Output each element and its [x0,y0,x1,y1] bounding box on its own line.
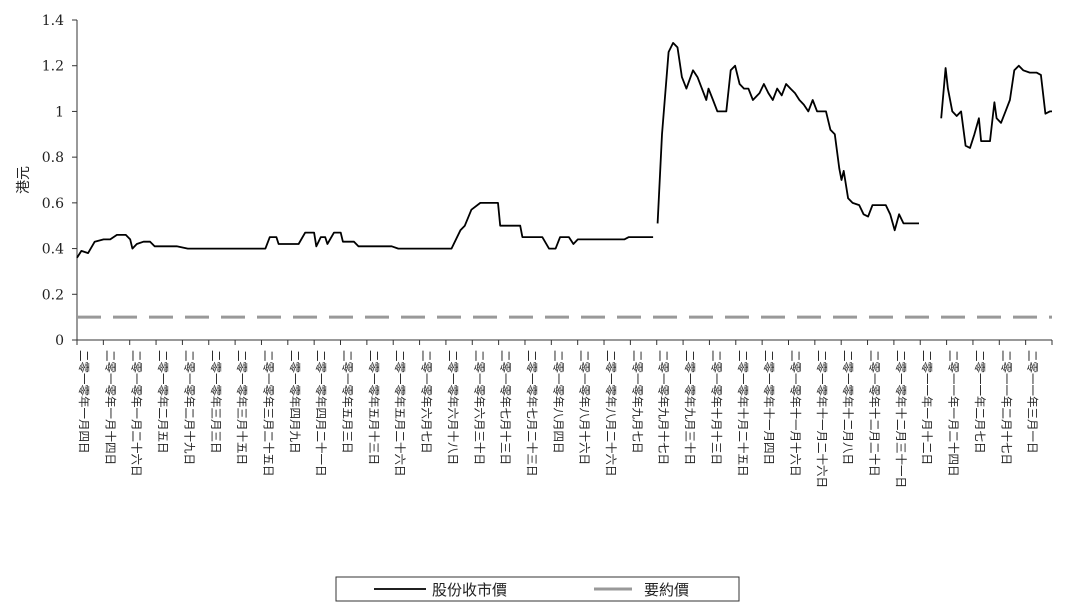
x-tick-label: 二零一一年一月十二日 [920,350,934,465]
x-tick-label: 二零一零年二月五日 [156,350,170,454]
y-tick-label: 1.2 [42,59,64,75]
x-tick-label: 二零一零年八月二十六日 [604,350,618,477]
y-axis-label: 港元 [16,166,32,194]
y-tick-label: 1.4 [42,13,64,29]
x-tick-label: 二零一一年二月十七日 [999,350,1013,465]
x-tick-label: 二零一零年十二月八日 [841,350,855,465]
series-layer [76,42,1052,319]
closing-price-line [656,42,919,232]
y-tick-label: 0.8 [42,150,64,166]
x-tick-label: 二零一零年七月十三日 [499,350,513,465]
x-tick-label: 二零一一年三月一日 [1026,350,1040,454]
x-tick-label: 二零一零年五月二十六日 [393,350,407,477]
x-tick-label: 二零一零年八月四日 [551,350,565,454]
x-tick-label: 二零一零年十月十三日 [709,350,723,465]
x-tick-label: 二零一零年三月二十五日 [261,350,275,477]
closing-price-line [940,64,1052,149]
x-tick-label: 二零一零年一月十四日 [103,350,117,465]
y-tick-label: 1 [55,104,64,120]
x-tick-label: 二零一零年十一月二十六日 [815,350,829,488]
closing-price-line [76,202,654,259]
y-tick-label: 0.6 [42,196,64,212]
x-tick-label: 二零一零年九月十七日 [657,350,671,465]
x-tick-label: 二零一零年六月十八日 [446,350,460,465]
x-tick-label: 二零一零年四月九日 [288,350,302,454]
x-tick-label: 二零一一年二月七日 [973,350,987,454]
x-tick-label: 二零一零年五月十三日 [367,350,381,465]
legend-label: 要約價 [644,581,689,599]
x-tick-label: 二零一零年四月二十一日 [314,350,328,477]
x-tick-label: 二零一零年七月二十三日 [525,350,539,477]
y-tick-label: 0.2 [42,287,64,303]
y-tick-label: 0 [55,333,64,349]
x-tick-label: 二零一零年十二月二十日 [868,350,882,477]
y-axis: 0 0.2 0.4 0.6 0.8 1 1.2 1.4 [42,13,78,349]
x-tick-label: 二零一零年十二月三十一日 [894,350,908,488]
x-tick-label: 二零一零年十一月四日 [762,350,776,465]
x-tick-label: 二零一零年十一月十六日 [788,350,802,477]
legend: 股份收市價 要約價 [335,576,740,602]
x-tick-label: 二零一零年六月七日 [420,350,434,454]
x-tick-label: 二零一零年五月三日 [341,350,355,454]
x-tick-label: 二零一零年二月十九日 [182,350,196,465]
x-tick-label: 二零一一年一月二十四日 [947,350,961,477]
legend-label: 股份收市價 [432,581,507,599]
x-tick-label: 二零一零年九月三十日 [683,350,697,465]
x-tick-label: 二零一零年一月四日 [77,350,91,454]
x-tick-label: 二零一零年一月二十六日 [130,350,144,477]
x-tick-label: 二零一零年六月三十日 [472,350,486,465]
x-tick-label: 二零一零年三月三日 [209,350,223,454]
y-tick-label: 0.4 [42,242,64,258]
x-tick-label: 二零一零年八月十六日 [578,350,592,465]
x-axis: 二零一零年一月四日 二零一零年一月十四日 二零一零年一月二十六日 二零一零年二月五日二… [76,339,1053,488]
x-tick-label: 二零一零年十月二十五日 [736,350,750,477]
x-tick-label: 二零一零年三月十五日 [235,350,249,465]
x-tick-label: 二零一零年九月七日 [630,350,644,454]
